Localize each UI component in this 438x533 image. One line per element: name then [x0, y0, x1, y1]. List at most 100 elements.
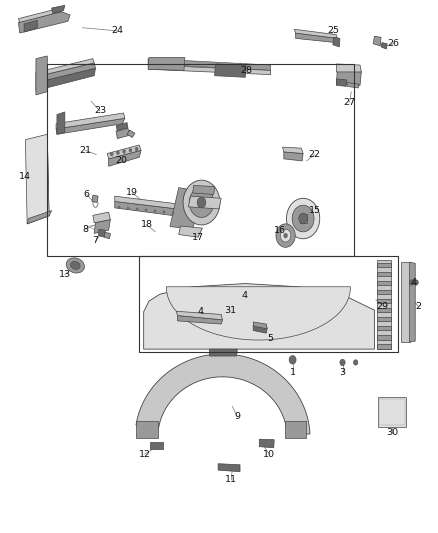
Polygon shape [377, 299, 391, 303]
Text: 3: 3 [339, 368, 346, 376]
Text: 30: 30 [386, 429, 398, 437]
Polygon shape [177, 316, 223, 324]
Polygon shape [36, 56, 47, 95]
Polygon shape [253, 325, 267, 333]
Text: 12: 12 [138, 450, 151, 458]
Polygon shape [148, 65, 271, 75]
Polygon shape [177, 311, 223, 320]
Polygon shape [381, 43, 387, 49]
Polygon shape [18, 8, 61, 22]
Polygon shape [25, 134, 49, 224]
Text: 4: 4 [198, 308, 204, 316]
Polygon shape [253, 322, 267, 329]
Text: 7: 7 [92, 237, 99, 245]
Circle shape [299, 213, 307, 224]
Polygon shape [284, 152, 303, 161]
Polygon shape [294, 29, 337, 38]
Circle shape [129, 148, 132, 152]
Polygon shape [144, 284, 374, 349]
Text: 20: 20 [116, 157, 128, 165]
Text: 22: 22 [308, 150, 321, 159]
Bar [47, 64, 354, 256]
Circle shape [118, 206, 120, 209]
Text: 24: 24 [111, 27, 124, 35]
Circle shape [197, 197, 206, 208]
Text: 11: 11 [225, 475, 237, 484]
Text: 19: 19 [126, 189, 138, 197]
Text: 4: 4 [411, 278, 417, 287]
Text: 8: 8 [82, 225, 88, 233]
Polygon shape [93, 212, 110, 223]
Polygon shape [379, 399, 405, 425]
Polygon shape [377, 308, 391, 312]
Polygon shape [377, 272, 391, 276]
Circle shape [340, 359, 345, 366]
Text: 16: 16 [273, 226, 286, 235]
Polygon shape [36, 59, 94, 77]
Polygon shape [377, 290, 391, 294]
Bar [139, 256, 398, 352]
Polygon shape [115, 196, 177, 209]
Polygon shape [193, 185, 215, 195]
Polygon shape [373, 36, 381, 46]
Polygon shape [36, 68, 95, 91]
Text: 28: 28 [240, 66, 252, 75]
Polygon shape [36, 63, 95, 83]
Polygon shape [377, 260, 391, 349]
Circle shape [276, 224, 295, 247]
Polygon shape [285, 421, 306, 438]
Text: 4: 4 [241, 292, 247, 300]
Circle shape [163, 211, 166, 214]
Polygon shape [333, 37, 340, 47]
Polygon shape [209, 349, 237, 356]
Polygon shape [300, 214, 307, 223]
Polygon shape [347, 83, 359, 88]
Text: 9: 9 [234, 413, 240, 421]
Polygon shape [150, 442, 163, 449]
Polygon shape [99, 229, 105, 237]
Text: 15: 15 [308, 206, 321, 215]
Circle shape [353, 360, 358, 365]
Polygon shape [377, 317, 391, 321]
Polygon shape [218, 464, 240, 472]
Text: 13: 13 [59, 270, 71, 279]
Polygon shape [410, 262, 415, 342]
Polygon shape [136, 421, 158, 438]
Circle shape [122, 149, 126, 154]
Polygon shape [259, 439, 274, 448]
Circle shape [189, 188, 214, 217]
Polygon shape [94, 220, 110, 233]
Text: 6: 6 [84, 190, 90, 199]
Circle shape [154, 209, 156, 213]
Text: 5: 5 [268, 334, 274, 343]
Text: 1: 1 [290, 368, 296, 376]
Circle shape [286, 198, 320, 239]
Polygon shape [336, 64, 361, 72]
Polygon shape [109, 150, 141, 166]
Circle shape [183, 180, 220, 225]
Text: 14: 14 [19, 173, 32, 181]
Polygon shape [52, 5, 65, 13]
Circle shape [414, 280, 418, 285]
Circle shape [172, 212, 174, 215]
Polygon shape [92, 195, 98, 203]
Polygon shape [56, 118, 125, 134]
Text: 17: 17 [192, 233, 204, 241]
Polygon shape [104, 232, 110, 239]
Polygon shape [24, 20, 37, 32]
Polygon shape [336, 79, 347, 86]
Polygon shape [296, 33, 337, 43]
Text: 21: 21 [79, 146, 92, 155]
Ellipse shape [71, 261, 80, 270]
Ellipse shape [66, 258, 85, 273]
Text: 25: 25 [328, 27, 340, 35]
Polygon shape [115, 201, 177, 216]
Polygon shape [215, 64, 246, 77]
Polygon shape [116, 123, 128, 131]
Polygon shape [116, 128, 129, 139]
Polygon shape [283, 147, 303, 154]
Polygon shape [377, 344, 391, 349]
Circle shape [127, 207, 130, 210]
Circle shape [280, 229, 291, 242]
Polygon shape [27, 211, 52, 224]
